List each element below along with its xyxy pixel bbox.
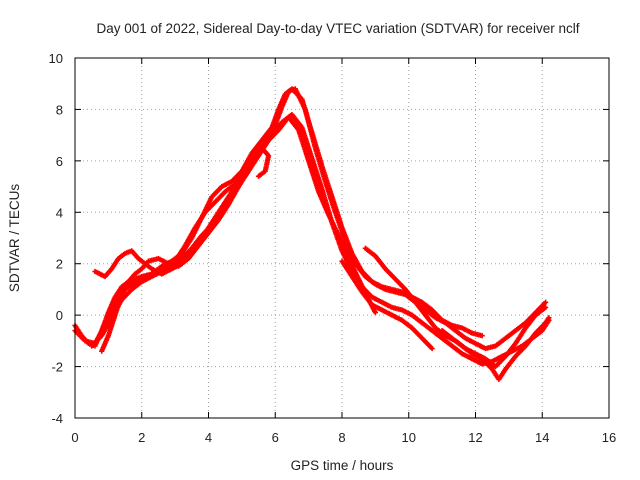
x-tick-label: 16	[602, 430, 616, 445]
series-track-C	[89, 111, 552, 367]
series-track-G	[339, 258, 435, 352]
data-point	[255, 173, 262, 179]
x-tick-label: 10	[402, 430, 416, 445]
data-points	[72, 86, 552, 383]
y-tick-label: -4	[51, 411, 63, 426]
y-tick-label: 10	[49, 51, 63, 66]
chart-title: Day 001 of 2022, Sidereal Day-to-day VTE…	[97, 21, 580, 36]
x-tick-label: 12	[468, 430, 482, 445]
y-tick-label: 6	[56, 154, 63, 169]
data-point	[429, 345, 435, 352]
data-point	[479, 333, 485, 339]
x-tick-label: 14	[535, 430, 549, 445]
y-tick-label: 8	[56, 102, 63, 117]
axis-ticks: 0 2 4 6 8 10 12 14 16 -4 -2 0 2 4 6 8 10	[49, 51, 617, 445]
y-tick-label: 0	[56, 308, 63, 323]
series-track-E	[99, 114, 378, 354]
x-tick-label: 8	[338, 430, 345, 445]
x-tick-label: 0	[71, 430, 78, 445]
series-track-B	[72, 86, 549, 352]
plot-frame	[74, 57, 610, 419]
x-tick-label: 4	[205, 430, 212, 445]
y-tick-label: -2	[51, 360, 63, 375]
series-track-H	[439, 315, 552, 383]
x-tick-label: 2	[138, 430, 145, 445]
y-tick-label: 4	[56, 205, 63, 220]
x-tick-label: 6	[272, 430, 279, 445]
y-tick-label: 2	[56, 257, 63, 272]
y-axis-label: SDTVAR / TECUs	[7, 184, 22, 293]
x-axis-label: GPS time / hours	[291, 458, 394, 473]
data-point	[372, 309, 378, 316]
data-point	[546, 315, 552, 321]
data-point	[542, 299, 549, 305]
data-point	[542, 304, 549, 311]
